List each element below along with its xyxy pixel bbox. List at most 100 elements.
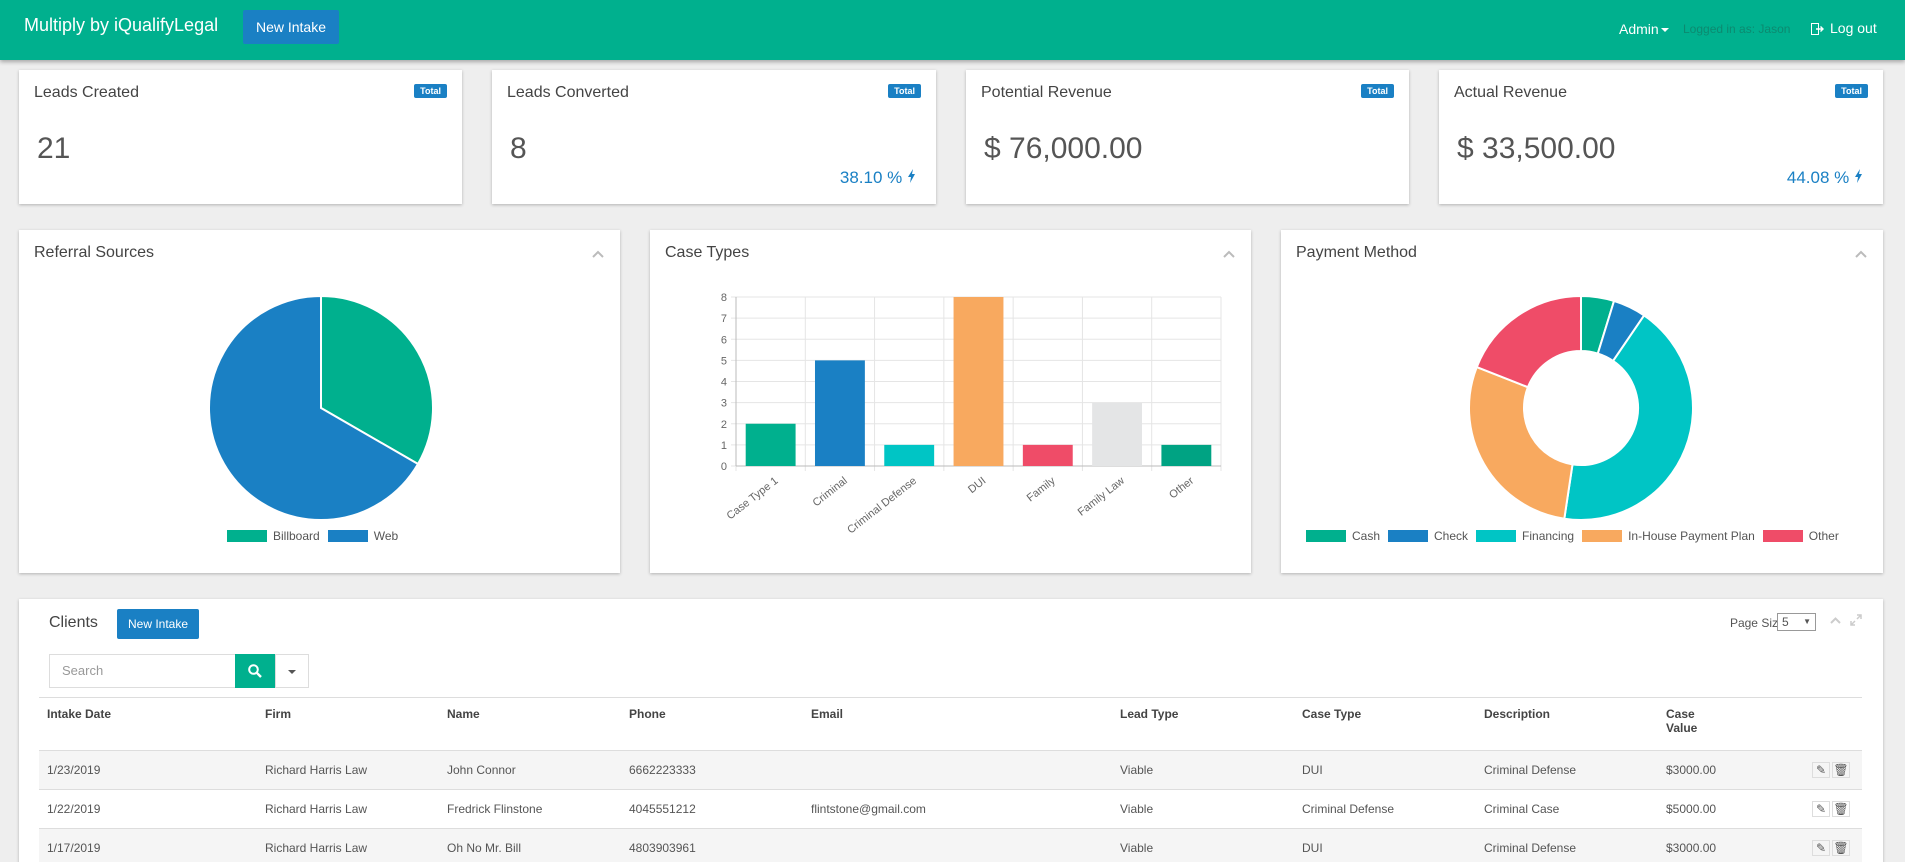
pie-slice-web[interactable] [208,294,420,521]
legend-label: Billboard [273,529,320,543]
cell-lead-type: Viable [1112,828,1294,862]
expand-icon[interactable] [1850,614,1862,626]
admin-menu[interactable]: Admin [1619,21,1669,37]
legend-item[interactable]: Check [1388,529,1468,543]
edit-icon[interactable]: ✎ [1812,801,1830,817]
col-case-value[interactable]: Case Value [1658,697,1728,751]
bar-criminal[interactable] [814,360,865,466]
legend-item[interactable]: Other [1762,529,1839,543]
chevron-up-icon[interactable] [592,250,604,258]
cell-firm: Richard Harris Law [257,789,439,829]
stat-card-leads-created: Leads Created Total 21 [19,70,462,204]
col-phone[interactable]: Phone [621,697,803,751]
logged-in-text: Logged in as: Jason [1683,22,1791,36]
payment-method-panel: Payment Method Cash Check Financing In-Hous… [1281,230,1883,573]
cell-intake-date: 1/17/2019 [39,828,257,862]
collapse-icon[interactable] [1830,617,1841,624]
cell-firm: Richard Harris Law [257,750,439,790]
page-size-value: 5 [1782,615,1789,629]
revenue-rate-value: 44.08 % [1786,168,1850,187]
y-tick-label: 6 [721,334,727,346]
cell-case-type: Criminal Defense [1294,789,1476,829]
legend-item[interactable]: Billboard [227,529,320,543]
table-row[interactable]: 1/23/2019 Richard Harris Law John Connor… [39,750,1862,790]
clients-panel: Clients New Intake Page Size: 5 ▼ Search … [19,599,1883,862]
legend-item[interactable]: In-House Payment Plan [1582,529,1755,543]
col-case-type[interactable]: Case Type [1294,697,1476,751]
col-description[interactable]: Description [1476,697,1658,751]
logout-label: Log out [1830,20,1877,36]
cell-name: Oh No Mr. Bill [439,828,621,862]
trash-icon[interactable]: 🗑 [1832,840,1850,857]
payment-doughnut-chart [1468,294,1694,521]
col-name[interactable]: Name [439,697,621,751]
col-firm[interactable]: Firm [257,697,439,751]
bar-family-law[interactable] [1092,402,1143,466]
edit-icon[interactable]: ✎ [1812,840,1830,857]
pie-slice-other[interactable] [1475,294,1582,389]
legend-swatch [1306,530,1346,542]
pie-slice-financing[interactable] [1563,314,1694,521]
page-size-select[interactable]: 5 ▼ [1777,613,1816,631]
legend-item[interactable]: Web [327,529,398,543]
cell-email [803,750,1112,790]
bar-case-type-1[interactable] [745,423,796,466]
cell-lead-type: Viable [1112,789,1294,829]
legend-item[interactable]: Cash [1306,529,1380,543]
legend-swatch [1582,530,1623,542]
bar-other[interactable] [1161,444,1212,466]
cell-name: John Connor [439,750,621,790]
caret-down-icon [1660,28,1669,33]
row-actions: ✎ 🗑 [1728,750,1862,790]
search-input[interactable]: Search [49,654,235,688]
cell-intake-date: 1/23/2019 [39,750,257,790]
total-badge: Total [888,84,921,98]
y-tick-label: 8 [721,292,727,304]
search-icon [248,664,262,678]
stat-value: $ 33,500.00 [1457,132,1616,165]
trash-icon[interactable]: 🗑 [1832,762,1850,778]
revenue-rate: 44.08 % [1787,168,1863,188]
logout-icon [1811,23,1824,35]
table-row[interactable]: 1/17/2019 Richard Harris Law Oh No Mr. B… [39,828,1862,862]
referral-pie-chart [208,294,434,521]
cell-name: Fredrick Flinstone [439,789,621,829]
x-tick-label: Criminal Defense [845,475,919,536]
x-tick-label: Criminal [811,475,850,509]
col-intake-date[interactable]: Intake Date [39,697,257,751]
legend-label: Check [1434,529,1469,543]
legend-item[interactable]: Financing [1476,529,1574,543]
table-row[interactable]: 1/22/2019 Richard Harris Law Fredrick Fl… [39,789,1862,829]
legend-label: Other [1808,529,1839,543]
pie-slice-in-house-payment-plan[interactable] [1468,365,1574,520]
clients-new-intake-button[interactable]: New Intake [117,609,199,639]
bar-dui[interactable] [953,297,1004,466]
page-size-label: Page Size: [1729,616,1788,630]
col-email[interactable]: Email [803,697,1112,751]
cell-phone: 4803903961 [621,828,803,862]
pie-slice-billboard[interactable] [320,294,434,466]
cell-email: flintstone@gmail.com [803,789,1112,829]
cell-case-type: DUI [1294,750,1476,790]
stat-value: $ 76,000.00 [984,132,1143,165]
logout-link[interactable]: Log out [1811,20,1877,36]
bar-family[interactable] [1022,444,1073,466]
search-options-dropdown[interactable] [275,654,309,688]
brand-title[interactable]: Multiply by iQualifyLegal [24,15,219,35]
cell-intake-date: 1/22/2019 [39,789,257,829]
stat-title: Actual Revenue [1454,84,1567,101]
cell-case-value: $5000.00 [1658,789,1728,829]
chevron-up-icon[interactable] [1223,250,1235,258]
new-intake-button[interactable]: New Intake [243,10,339,44]
cell-description: Criminal Case [1476,789,1658,829]
col-lead-type[interactable]: Lead Type [1112,697,1294,751]
search-button[interactable] [235,654,275,688]
y-tick-label: 4 [721,377,727,389]
top-navbar: Multiply by iQualifyLegal New Intake Adm… [0,0,1905,60]
cell-case-type: DUI [1294,828,1476,862]
chevron-up-icon[interactable] [1855,250,1867,258]
bar-criminal-defense[interactable] [884,444,935,466]
edit-icon[interactable]: ✎ [1812,762,1830,778]
trash-icon[interactable]: 🗑 [1832,801,1850,817]
payment-legend: Cash Check Financing In-House Payment Plan O… [1306,529,1847,543]
